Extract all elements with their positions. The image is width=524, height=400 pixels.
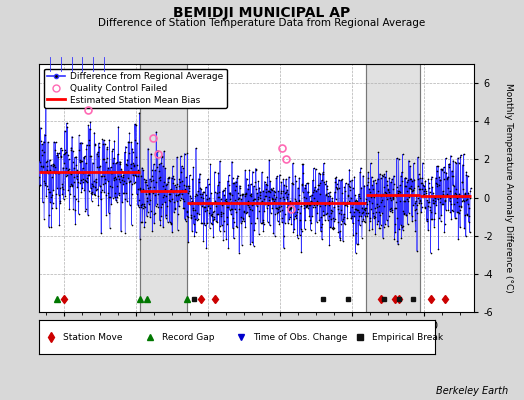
Y-axis label: Monthly Temperature Anomaly Difference (°C): Monthly Temperature Anomaly Difference (… (504, 83, 513, 293)
Text: Record Gap: Record Gap (162, 332, 214, 342)
Bar (140, 64, 187, 312)
Legend: Difference from Regional Average, Quality Control Failed, Estimated Station Mean: Difference from Regional Average, Qualit… (44, 68, 227, 108)
Text: Berkeley Earth: Berkeley Earth (436, 386, 508, 396)
Text: Difference of Station Temperature Data from Regional Average: Difference of Station Temperature Data f… (99, 18, 425, 28)
Text: Empirical Break: Empirical Break (372, 332, 443, 342)
Text: Station Move: Station Move (63, 332, 123, 342)
Text: BEMIDJI MUNICIPAL AP: BEMIDJI MUNICIPAL AP (173, 6, 351, 20)
Text: Time of Obs. Change: Time of Obs. Change (253, 332, 347, 342)
Bar (366, 64, 420, 312)
